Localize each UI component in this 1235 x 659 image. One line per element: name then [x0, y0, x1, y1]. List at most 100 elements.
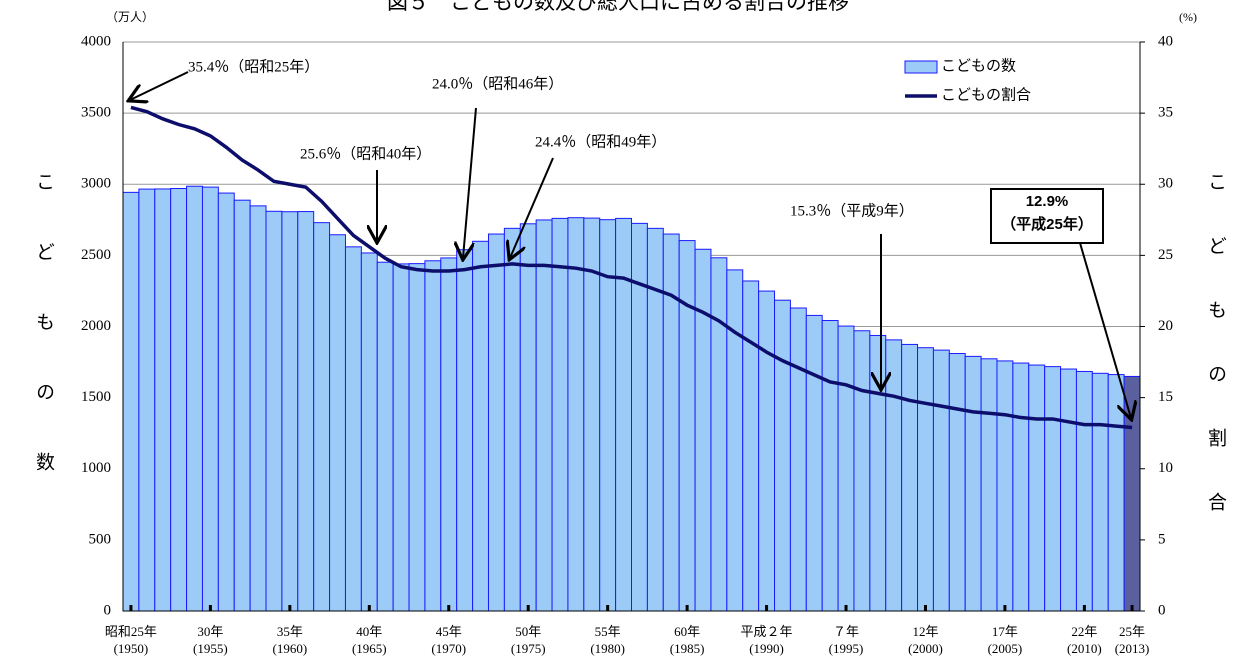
y2-tick-label: 40 [1158, 33, 1173, 49]
bar [853, 330, 871, 612]
bar [392, 263, 410, 612]
bar [1091, 372, 1109, 612]
x-tick [685, 605, 689, 611]
annotation-box: 12.9% （平成25年） [990, 188, 1104, 244]
bar [932, 349, 950, 612]
y-tick-label: 4000 [81, 33, 111, 49]
x-tick-label: 55年 (1980) [590, 624, 625, 656]
bar [885, 339, 903, 612]
bar [440, 257, 458, 612]
x-tick-label: 22年 (2010) [1067, 624, 1102, 656]
chart-title: 図５ こどもの数及び総人口に占める割合の推移 [387, 0, 849, 14]
bar [456, 249, 474, 612]
bar [344, 246, 362, 612]
x-tick-label: 25年 (2013) [1114, 624, 1150, 656]
bar [472, 240, 489, 612]
bar [376, 261, 394, 612]
bar [869, 334, 887, 612]
y2-unit: (%) [1179, 10, 1197, 24]
bar [408, 263, 426, 612]
bar [996, 360, 1014, 612]
bar [1075, 370, 1093, 612]
bar [249, 205, 267, 612]
y2-tick-label: 25 [1158, 247, 1173, 263]
x-tick [923, 605, 927, 611]
bar [1107, 374, 1125, 612]
y2-tick-label: 35 [1158, 105, 1173, 121]
x-tick [526, 605, 530, 611]
bar [535, 219, 553, 612]
x-tick-label: 35年 (1960) [272, 624, 308, 656]
bar [583, 217, 601, 612]
x-tick-label: 40年 (1965) [351, 624, 387, 656]
x-tick-label: 60年 (1985) [669, 624, 705, 656]
line [130, 105, 1133, 430]
bar [265, 210, 283, 612]
bar [519, 223, 537, 612]
annotation-text: 15.3％（平成9年） [790, 202, 914, 219]
bar [710, 257, 728, 612]
bar [1044, 366, 1062, 612]
y-tick-label: 500 [89, 531, 112, 547]
annotation-text: 24.0％（昭和46年） [432, 75, 563, 92]
bar [948, 353, 966, 612]
x-tick-label: 50年 (1975) [510, 624, 546, 656]
y-tick-label: 1500 [81, 389, 111, 405]
x-tick [1082, 605, 1086, 611]
x-tick-label: 平成２年 (1990) [740, 624, 793, 656]
bar [1060, 368, 1077, 612]
bar [694, 248, 712, 612]
bar [233, 199, 251, 612]
y-unit: （万人） [106, 10, 154, 24]
bar [170, 188, 188, 612]
bar [424, 260, 442, 612]
bar [774, 299, 791, 612]
annotation-arrow [510, 157, 554, 258]
annotation-arrow [1079, 242, 1131, 418]
bar [313, 222, 331, 612]
annotation-arrow [463, 107, 477, 258]
x-tick-label: 30年 (1955) [193, 624, 228, 656]
y-tick-label: 2500 [81, 247, 111, 263]
y2-axis-label: こどもの割合 [1205, 172, 1226, 556]
legend-swatch [904, 60, 938, 74]
x-tick [447, 605, 451, 611]
y2-tick-label: 30 [1158, 176, 1173, 192]
bar [487, 233, 505, 612]
bar [789, 307, 807, 612]
x-tick-label: 昭和25年 (1950) [104, 624, 157, 656]
y-tick-label: 3500 [81, 105, 111, 121]
x-tick-label: 45年 (1970) [431, 624, 467, 656]
x-tick [844, 605, 848, 611]
x-tick [1130, 605, 1134, 611]
y2-tick-label: 10 [1158, 460, 1173, 476]
bar [567, 217, 585, 612]
y2-tick-label: 0 [1158, 602, 1166, 618]
bar [186, 185, 203, 612]
bar [360, 252, 378, 612]
bar [964, 355, 982, 612]
bar [503, 227, 521, 612]
bar [758, 290, 776, 612]
bar [281, 211, 299, 612]
x-tick [1003, 605, 1007, 611]
bar [805, 314, 823, 612]
y2-tick-label: 15 [1158, 389, 1173, 405]
annotation-text: 24.4％（昭和49年） [535, 133, 666, 150]
bar [980, 358, 998, 612]
annotation-text: 35.4％（昭和25年） [188, 58, 319, 75]
bar [551, 217, 569, 612]
y2-tick-label: 5 [1158, 531, 1166, 547]
bar [329, 234, 346, 612]
bar [901, 343, 919, 612]
y-tick-label: 3000 [81, 176, 111, 192]
bar [1012, 362, 1030, 612]
bar [138, 188, 156, 612]
x-tick-label: 17年 (2005) [987, 624, 1023, 656]
bar [217, 192, 235, 612]
annotation-text: 12.9% [1025, 193, 1069, 210]
x-tick-label: 12年 (2000) [908, 624, 943, 656]
y-tick-label: 1000 [81, 460, 111, 476]
bar [201, 186, 219, 612]
